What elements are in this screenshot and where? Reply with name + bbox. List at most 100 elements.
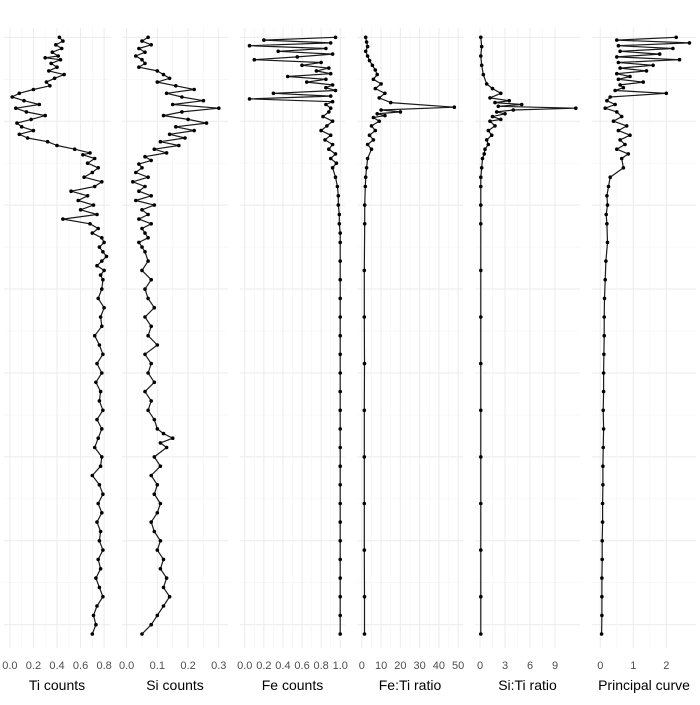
data-point [484,82,489,86]
data-point [100,236,104,240]
data-point [54,43,58,47]
data-point [338,557,343,562]
data-point [511,108,516,112]
data-point [364,40,369,44]
data-point [362,548,367,552]
data-point [621,166,626,170]
data-point [96,436,100,441]
data-point [149,622,153,627]
data-point [479,408,483,413]
data-point [100,259,104,263]
data-point [95,212,99,217]
data-point [97,343,102,347]
x-tick-label: 20 [394,660,406,672]
x-axis-title: Fe:Ti ratio [379,677,442,693]
data-point [616,128,621,133]
data-point [330,166,335,170]
data-point [327,110,331,114]
data-point [602,333,606,338]
data-point [479,222,483,226]
data-point [362,501,367,506]
data-point [615,71,619,76]
data-point [365,156,370,161]
data-point [375,72,380,77]
data-point [90,632,95,636]
data-point [24,110,29,114]
data-point [96,501,100,506]
data-point [608,175,612,179]
data-point [180,95,184,99]
data-point [479,501,483,506]
data-point [29,117,33,122]
data-point [140,57,144,62]
data-point [143,184,147,189]
data-point [483,147,487,151]
data-point [143,231,147,235]
data-point [85,161,90,165]
data-point [100,511,104,515]
data-point [338,408,343,413]
x-tick-label: 0.0 [2,660,17,672]
data-point [92,445,97,450]
data-point [92,156,97,161]
data-point [167,594,172,599]
data-point [155,548,160,552]
data-point [14,106,18,110]
data-point [619,156,624,161]
data-point [101,548,105,552]
data-point [158,441,163,445]
data-point [101,408,105,413]
data-point [321,114,325,119]
data-point [328,133,333,137]
data-point [338,520,343,524]
data-point [152,417,157,422]
data-point [479,35,483,40]
data-point [600,613,604,618]
data-point [152,305,157,310]
data-point [496,104,501,109]
x-axis-title: Principal curve [598,677,690,693]
data-point [519,102,524,107]
data-point [170,102,175,107]
data-point [324,85,328,90]
x-tick-label: 1 [630,660,636,672]
data-point [674,35,678,40]
data-point [328,94,333,98]
data-point [137,217,141,221]
x-tick-label: 0.8 [96,660,111,672]
data-point [146,259,150,263]
data-point [641,80,645,84]
data-point [56,54,60,58]
series-line [248,36,341,634]
data-point [479,268,483,273]
data-point [373,68,378,72]
data-point [616,60,621,65]
data-point [363,35,368,40]
data-point [31,128,36,133]
data-point [152,492,157,497]
data-point [137,189,141,193]
data-point [373,128,378,133]
data-point [480,156,485,161]
data-point [101,594,105,599]
data-point [603,277,607,282]
data-point [371,138,376,142]
x-tick-label: 0.0 [119,660,134,672]
data-point [47,69,51,73]
data-point [493,100,497,105]
data-point [140,39,144,43]
data-point [600,557,604,562]
data-point [59,46,64,51]
data-point [158,567,163,571]
x-tick-label: 0.3 [211,660,226,672]
data-point [10,95,14,99]
data-point [370,63,375,68]
data-point [677,57,682,62]
data-point [601,445,605,450]
panel-6: 0 1 2 Principal curve [592,28,696,693]
data-point [180,110,184,114]
x-tick-label: 0 [597,660,603,672]
data-point [96,166,100,170]
data-point [164,576,169,580]
data-point [57,35,62,40]
